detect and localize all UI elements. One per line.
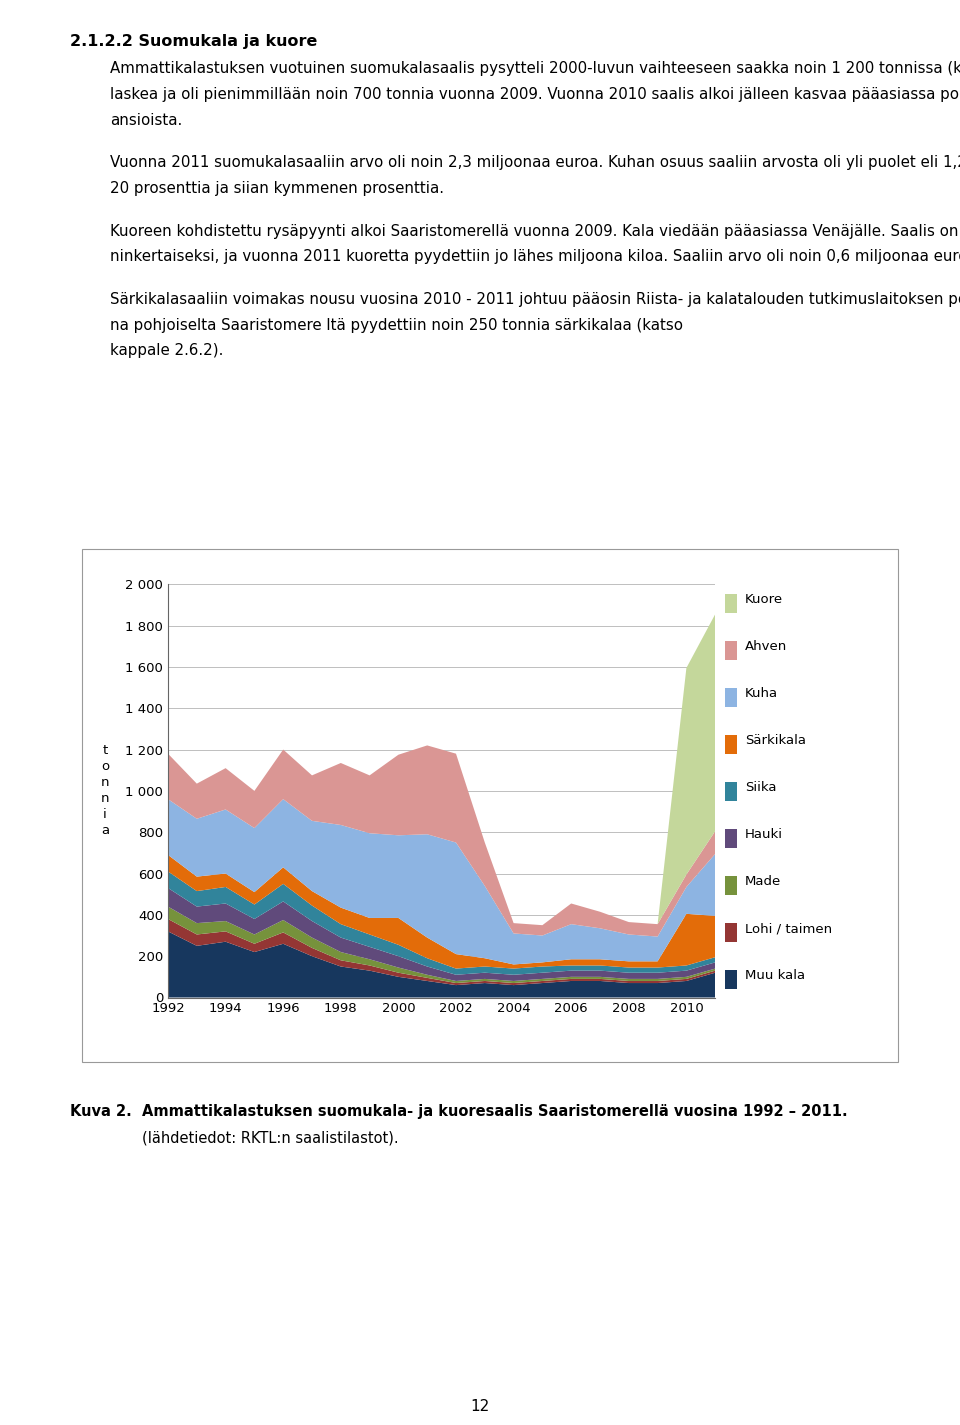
Text: Ahven: Ahven bbox=[745, 640, 787, 653]
Text: Hauki: Hauki bbox=[745, 828, 783, 841]
Text: 12: 12 bbox=[470, 1399, 490, 1415]
Text: Särkikala: Särkikala bbox=[745, 734, 806, 747]
Text: ansioista.: ansioista. bbox=[110, 113, 182, 128]
Text: Vuonna 2011 suomukalasaaliin arvo oli noin 2,3 miljoonaa euroa. Kuhan osuus saal: Vuonna 2011 suomukalasaaliin arvo oli no… bbox=[110, 155, 960, 171]
Text: Kuha: Kuha bbox=[745, 687, 779, 700]
Text: na pohjoiselta Saaristomere ltä pyydettiin noin 250 tonnia särkikalaa (katso: na pohjoiselta Saaristomere ltä pyydetti… bbox=[110, 318, 684, 333]
Text: 2.1.2.2 Suomukala ja kuore: 2.1.2.2 Suomukala ja kuore bbox=[70, 34, 318, 50]
Text: Ammattikalastuksen vuotuinen suomukalasaalis pysytteli 2000-luvun vaihteeseen sa: Ammattikalastuksen vuotuinen suomukalasa… bbox=[110, 61, 960, 77]
Text: Lohi / taimen: Lohi / taimen bbox=[745, 922, 832, 935]
Text: (lähdetiedot: RKTL:n saalistilastot).: (lähdetiedot: RKTL:n saalistilastot). bbox=[142, 1130, 398, 1146]
Text: Made: Made bbox=[745, 875, 781, 888]
Text: laskea ja oli pienimmillään noin 700 tonnia vuonna 2009. Vuonna 2010 saalis alko: laskea ja oli pienimmillään noin 700 ton… bbox=[110, 87, 960, 103]
Text: Kuva 2.: Kuva 2. bbox=[70, 1104, 132, 1120]
Text: Särkikalasaaliin voimakas nousu vuosina 2010 - 2011 johtuu pääosin Riista- ja ka: Särkikalasaaliin voimakas nousu vuosina … bbox=[110, 292, 960, 308]
Text: kappale 2.6.2).: kappale 2.6.2). bbox=[110, 343, 224, 359]
Text: Siika: Siika bbox=[745, 781, 777, 794]
Text: ninkertaiseksi, ja vuonna 2011 kuoretta pyydettiin jo lähes miljoona kiloa. Saal: ninkertaiseksi, ja vuonna 2011 kuoretta … bbox=[110, 249, 960, 265]
Text: 20 prosenttia ja siian kymmenen prosenttia.: 20 prosenttia ja siian kymmenen prosentt… bbox=[110, 181, 444, 197]
Text: Kuoreen kohdistettu rysäpyynti alkoi Saaristomerellä vuonna 2009. Kala viedään p: Kuoreen kohdistettu rysäpyynti alkoi Saa… bbox=[110, 224, 960, 239]
Text: Kuore: Kuore bbox=[745, 593, 783, 606]
Text: Muu kala: Muu kala bbox=[745, 969, 805, 982]
Text: t
o
n
n
i
a: t o n n i a bbox=[101, 744, 109, 838]
Text: Ammattikalastuksen suomukala- ja kuoresaalis Saaristomerellä vuosina 1992 – 2011: Ammattikalastuksen suomukala- ja kuoresa… bbox=[142, 1104, 848, 1120]
